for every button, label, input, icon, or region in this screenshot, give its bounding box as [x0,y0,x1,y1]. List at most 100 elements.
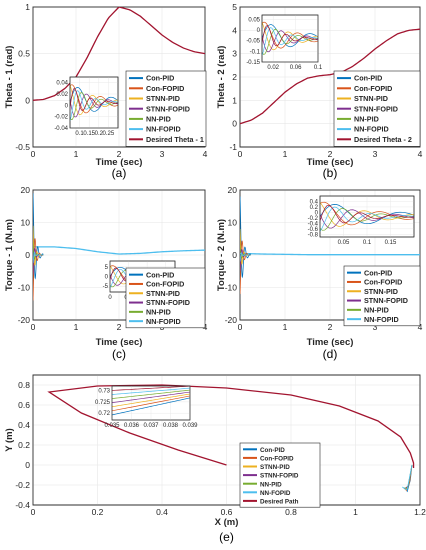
y-axis-label: Torque - 1 (N.m) [4,219,15,291]
y-tick-label: 20 [21,185,31,195]
inset-border [111,385,191,421]
inset-y-tick-label: 0.4 [310,199,319,205]
x-tick-label: 4 [203,149,208,159]
y-tick-label: 0 [25,460,30,470]
legend: Con-PIDCon-FOPIDSTNN-PIDSTNN-FOPIDNN-PID… [239,442,321,508]
inset-y-tick-label: 0 [315,210,319,216]
legend-entry: Desired Path [260,499,299,506]
x-tick-label: 2 [117,149,122,159]
series-line [33,7,205,101]
inset-y-tick-label: -5 [103,284,109,290]
inset-series-line [70,87,118,112]
inset-series-line [112,391,190,404]
y-axis-label: Theta - 2 (rad) [216,46,227,109]
inset-x-tick-label: 0.1 [75,131,84,137]
series-line [47,384,415,468]
legend-entry: STNN-FOPID [354,104,398,113]
plot-frame [32,374,421,506]
inset-x-tick-label: 0.038 [163,423,179,429]
chart-caption: (d) [323,347,338,361]
legend-entry: STNN-PID [364,287,398,296]
inset-b: -0.15 -0.1 -0.05 0 0.05 0.02 0.06 0.1 [246,14,323,71]
legend-entry: Con-PID [354,74,382,83]
chart-caption: (b) [323,166,338,180]
inset-series-line [112,387,190,395]
x-tick-label: 1 [353,507,358,517]
series-group [33,193,205,301]
inset-x-tick-label: 0.039 [182,423,198,429]
inset-d: -0.8-0.6-0.4-0.200.20.4 0.05 0.1 0.15 [308,195,415,246]
inset-y-tick-label: -0.2 [308,216,319,222]
legend-entry: Con-PID [146,270,174,279]
legend-entry: Con-FOPID [260,456,294,463]
y-tick-label: -10 [18,283,31,293]
legend-entry: STNN-FOPID [364,296,408,305]
legend-entry: NN-FOPID [146,125,181,134]
inset-a: -0.04 -0.02 0 0.02 0.04 0.1 0.15 0.2 0.25 [54,76,119,137]
inset-x-tick-label: 0.037 [143,423,159,429]
legend-entry: Con-FOPID [354,84,392,93]
legend-entry: STNN-PID [354,94,388,103]
y-axis-label: Y (m) [4,428,15,452]
inset-series-line [320,209,414,229]
y-tick-label: 2 [232,72,237,82]
inset-y-tick-label: 0.02 [56,92,68,98]
inset-y-tick-label: 0.04 [56,81,68,87]
inset-x-tick-label: 0.15 [83,131,95,137]
x-axis-label: Time (sec) [96,157,143,168]
y-tick-label: -0.2 [15,480,30,490]
chart-d: -20 -10 0 10 20 0 1 2 3 4 Time (sec) Torque - 2 (N.… [216,185,423,361]
inset-x-tick-label: 0.25 [103,131,115,137]
x-tick-label: 0 [238,149,243,159]
x-tick-label: 1 [74,149,79,159]
x-tick-label: 2 [328,149,333,159]
inset-series-line [112,393,190,408]
y-axis-label: Theta - 1 (rad) [4,46,15,109]
x-tick-label: 3 [373,322,378,332]
legend-entry: NN-FOPID [354,125,389,134]
series-group [240,196,420,295]
y-tick-label: -1 [229,142,237,152]
inset-series-line [320,204,414,224]
y-tick-label: 1 [232,95,237,105]
inset-series-line [262,25,318,47]
inset-series-group [112,386,190,416]
x-tick-label: 0.6 [221,507,233,517]
y-tick-label: 0 [232,250,237,260]
legend-entry: Con-FOPID [364,278,402,287]
x-tick-label: 3 [160,149,165,159]
inset-e: 0.72 0.725 0.73 0.035 0.036 0.037 0.038 0.039 [95,385,198,429]
legend-box [125,267,206,329]
legend: Con-PIDCon-FOPIDSTNN-PIDSTNN-FOPIDNN-PID… [343,265,421,327]
inset-y-tick-label: -0.15 [246,60,260,66]
y-tick-label: 0 [25,250,30,260]
inset-x-tick-label: 0.15 [385,240,397,246]
legend-entry: Con-PID [364,268,392,277]
series-transient [33,238,44,301]
inset-y-tick-label: -0.1 [250,49,261,55]
inset-series-line [262,30,318,53]
legend-entry: NN-PID [364,305,389,314]
inset-y-tick-label: 0.05 [248,17,260,23]
y-tick-label: 5 [232,2,237,12]
inset-series-line [70,93,118,118]
y-tick-label: 20 [228,185,238,195]
chart-e: -0.4 -0.2 0 0.2 0.4 0.6 0.8 0 0.2 0.4 0.6 0.8 1 1.2 X … [4,374,426,544]
series-transient [33,251,44,264]
y-tick-label: 0 [25,95,30,105]
legend: Con-PIDCon-FOPIDSTNN-PIDSTNN-FOPIDNN-PID… [125,70,207,147]
legend-entry: Con-FOPID [146,280,184,289]
x-tick-label: 1 [283,322,288,332]
inset-x-tick-label: 0.06 [290,65,302,71]
y-tick-label: 1 [25,2,30,12]
inset-x-tick-label: 0.1 [363,240,372,246]
inset-x-tick-label: 0.036 [124,423,140,429]
y-tick-label: 3 [232,49,237,59]
inset-y-tick-label: 0.72 [98,411,110,417]
x-tick-label: 1.2 [414,507,426,517]
inset-series-line [112,386,190,391]
legend-entry: NN-PID [146,115,171,124]
series-transient [240,252,251,262]
